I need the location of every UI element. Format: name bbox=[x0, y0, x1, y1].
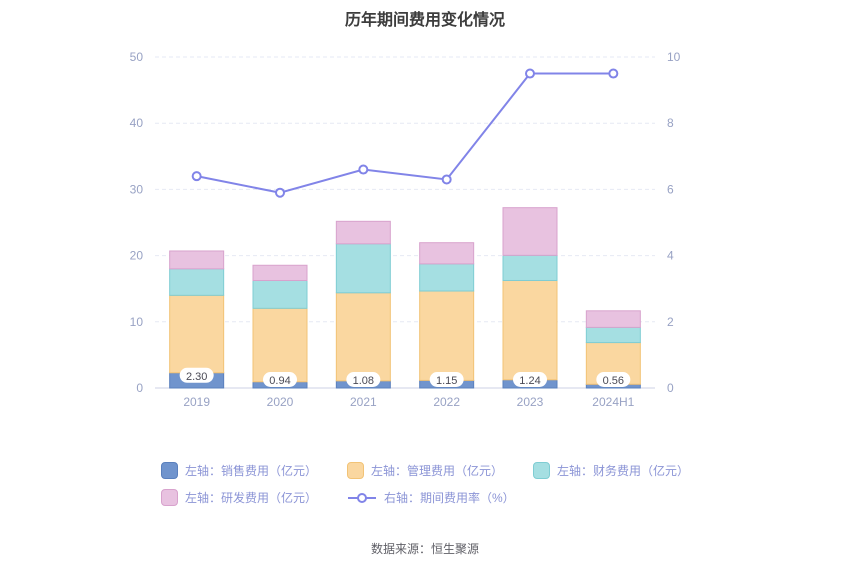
legend-box: 左轴：销售费用（亿元） 左轴：管理费用（亿元） 左轴：财务费用（亿元） 左轴：研发费用… bbox=[160, 462, 689, 506]
bar-segment bbox=[252, 279, 308, 309]
left-axis-tick: 30 bbox=[130, 182, 144, 196]
left-axis-tick: 0 bbox=[136, 381, 143, 395]
legend-swatch bbox=[160, 489, 178, 506]
bar-segment bbox=[252, 264, 308, 281]
x-axis-label: 2024H1 bbox=[592, 395, 634, 409]
x-axis-label: 2020 bbox=[267, 395, 294, 409]
legend-item[interactable]: 左轴：销售费用（亿元） bbox=[160, 462, 317, 479]
bar-segment bbox=[502, 207, 558, 256]
bar-segment bbox=[335, 243, 391, 294]
line-marker bbox=[525, 68, 535, 79]
x-axis-label: 2021 bbox=[350, 395, 377, 409]
bar-value-label: 1.15 bbox=[436, 375, 457, 387]
bar-label-pill bbox=[263, 372, 297, 387]
legend-row: 左轴：销售费用（亿元） 左轴：管理费用（亿元） 左轴：财务费用（亿元） bbox=[160, 462, 689, 479]
expense-stacked-bar-chart: 0 10 20 30 40 50 0 2 4 6 8 10 2.30 0.94 1.08 1.15 1.24 0.… bbox=[130, 50, 681, 409]
bar-segment bbox=[252, 307, 308, 383]
bar-segment bbox=[502, 279, 558, 381]
bar-value-label: 1.24 bbox=[519, 375, 540, 387]
legend-swatch bbox=[346, 462, 364, 479]
legend-label: 右轴：期间费用率（%） bbox=[383, 491, 515, 505]
line-marker bbox=[358, 164, 369, 175]
bar-label-pill bbox=[346, 372, 381, 387]
bar-label-pill bbox=[429, 372, 464, 387]
x-axis-label: 2023 bbox=[517, 395, 544, 409]
x-axis-label: 2022 bbox=[433, 395, 460, 409]
bar-value-label: 2.30 bbox=[186, 371, 207, 383]
legend-label: 左轴：管理费用（亿元） bbox=[370, 464, 503, 478]
line-marker bbox=[275, 187, 285, 198]
left-axis-tick: 10 bbox=[130, 315, 144, 329]
legend-line-marker-icon bbox=[347, 492, 376, 503]
bar-segment bbox=[169, 250, 225, 270]
right-axis-tick: 6 bbox=[667, 182, 674, 196]
legend-label: 左轴：财务费用（亿元） bbox=[557, 464, 690, 478]
bar-segment bbox=[585, 310, 641, 328]
chart-title: 历年期间费用变化情况 bbox=[344, 12, 505, 29]
data-source-label: 数据来源：恒生聚源 bbox=[370, 542, 479, 556]
x-axis-label: 2019 bbox=[183, 395, 210, 409]
bar-segment bbox=[419, 290, 475, 381]
bar-segment bbox=[335, 220, 391, 245]
left-axis-tick: 50 bbox=[130, 50, 144, 64]
bar-segment bbox=[502, 254, 558, 281]
legend-swatch bbox=[533, 462, 550, 479]
right-axis-tick: 2 bbox=[667, 315, 674, 329]
bar-label-pill bbox=[596, 372, 631, 387]
bar-label-pill bbox=[179, 367, 214, 383]
legend-row: 左轴：研发费用（亿元） 右轴：期间费用率（%） bbox=[160, 489, 515, 506]
left-axis-tick: 40 bbox=[130, 116, 144, 130]
right-axis-tick: 0 bbox=[667, 381, 674, 395]
legend-label: 左轴：研发费用（亿元） bbox=[184, 491, 317, 505]
bar-value-label: 0.94 bbox=[269, 375, 290, 387]
line-marker bbox=[441, 174, 452, 185]
bar-segment bbox=[169, 294, 225, 374]
left-axis-tick: 20 bbox=[130, 249, 144, 263]
legend-item[interactable]: 左轴：管理费用（亿元） bbox=[346, 462, 503, 479]
legend-swatch bbox=[160, 462, 178, 479]
chart-legend: 左轴：销售费用（亿元） 左轴：管理费用（亿元） 左轴：财务费用（亿元） 左轴：研发费用… bbox=[0, 462, 850, 506]
legend-label: 左轴：销售费用（亿元） bbox=[184, 464, 317, 478]
legend-item[interactable]: 左轴：财务费用（亿元） bbox=[533, 462, 689, 479]
bar-value-label: 0.56 bbox=[603, 375, 624, 387]
right-axis-tick: 10 bbox=[667, 50, 681, 64]
legend-item[interactable]: 左轴：研发费用（亿元） bbox=[160, 489, 317, 506]
right-axis-tick: 4 bbox=[667, 249, 674, 263]
line-marker bbox=[608, 68, 619, 79]
bar-segment bbox=[419, 263, 475, 292]
bar-value-label: 1.08 bbox=[353, 375, 374, 387]
expense-ratio-line bbox=[196, 72, 614, 194]
bar-segment bbox=[335, 292, 391, 382]
right-axis-tick: 8 bbox=[667, 116, 674, 130]
bar-segment bbox=[585, 326, 641, 344]
line-marker bbox=[191, 171, 202, 182]
legend-item[interactable]: 右轴：期间费用率（%） bbox=[347, 489, 515, 506]
bar-segment bbox=[169, 268, 225, 296]
bar-label-pill bbox=[513, 372, 547, 387]
bar-segment bbox=[419, 242, 475, 265]
